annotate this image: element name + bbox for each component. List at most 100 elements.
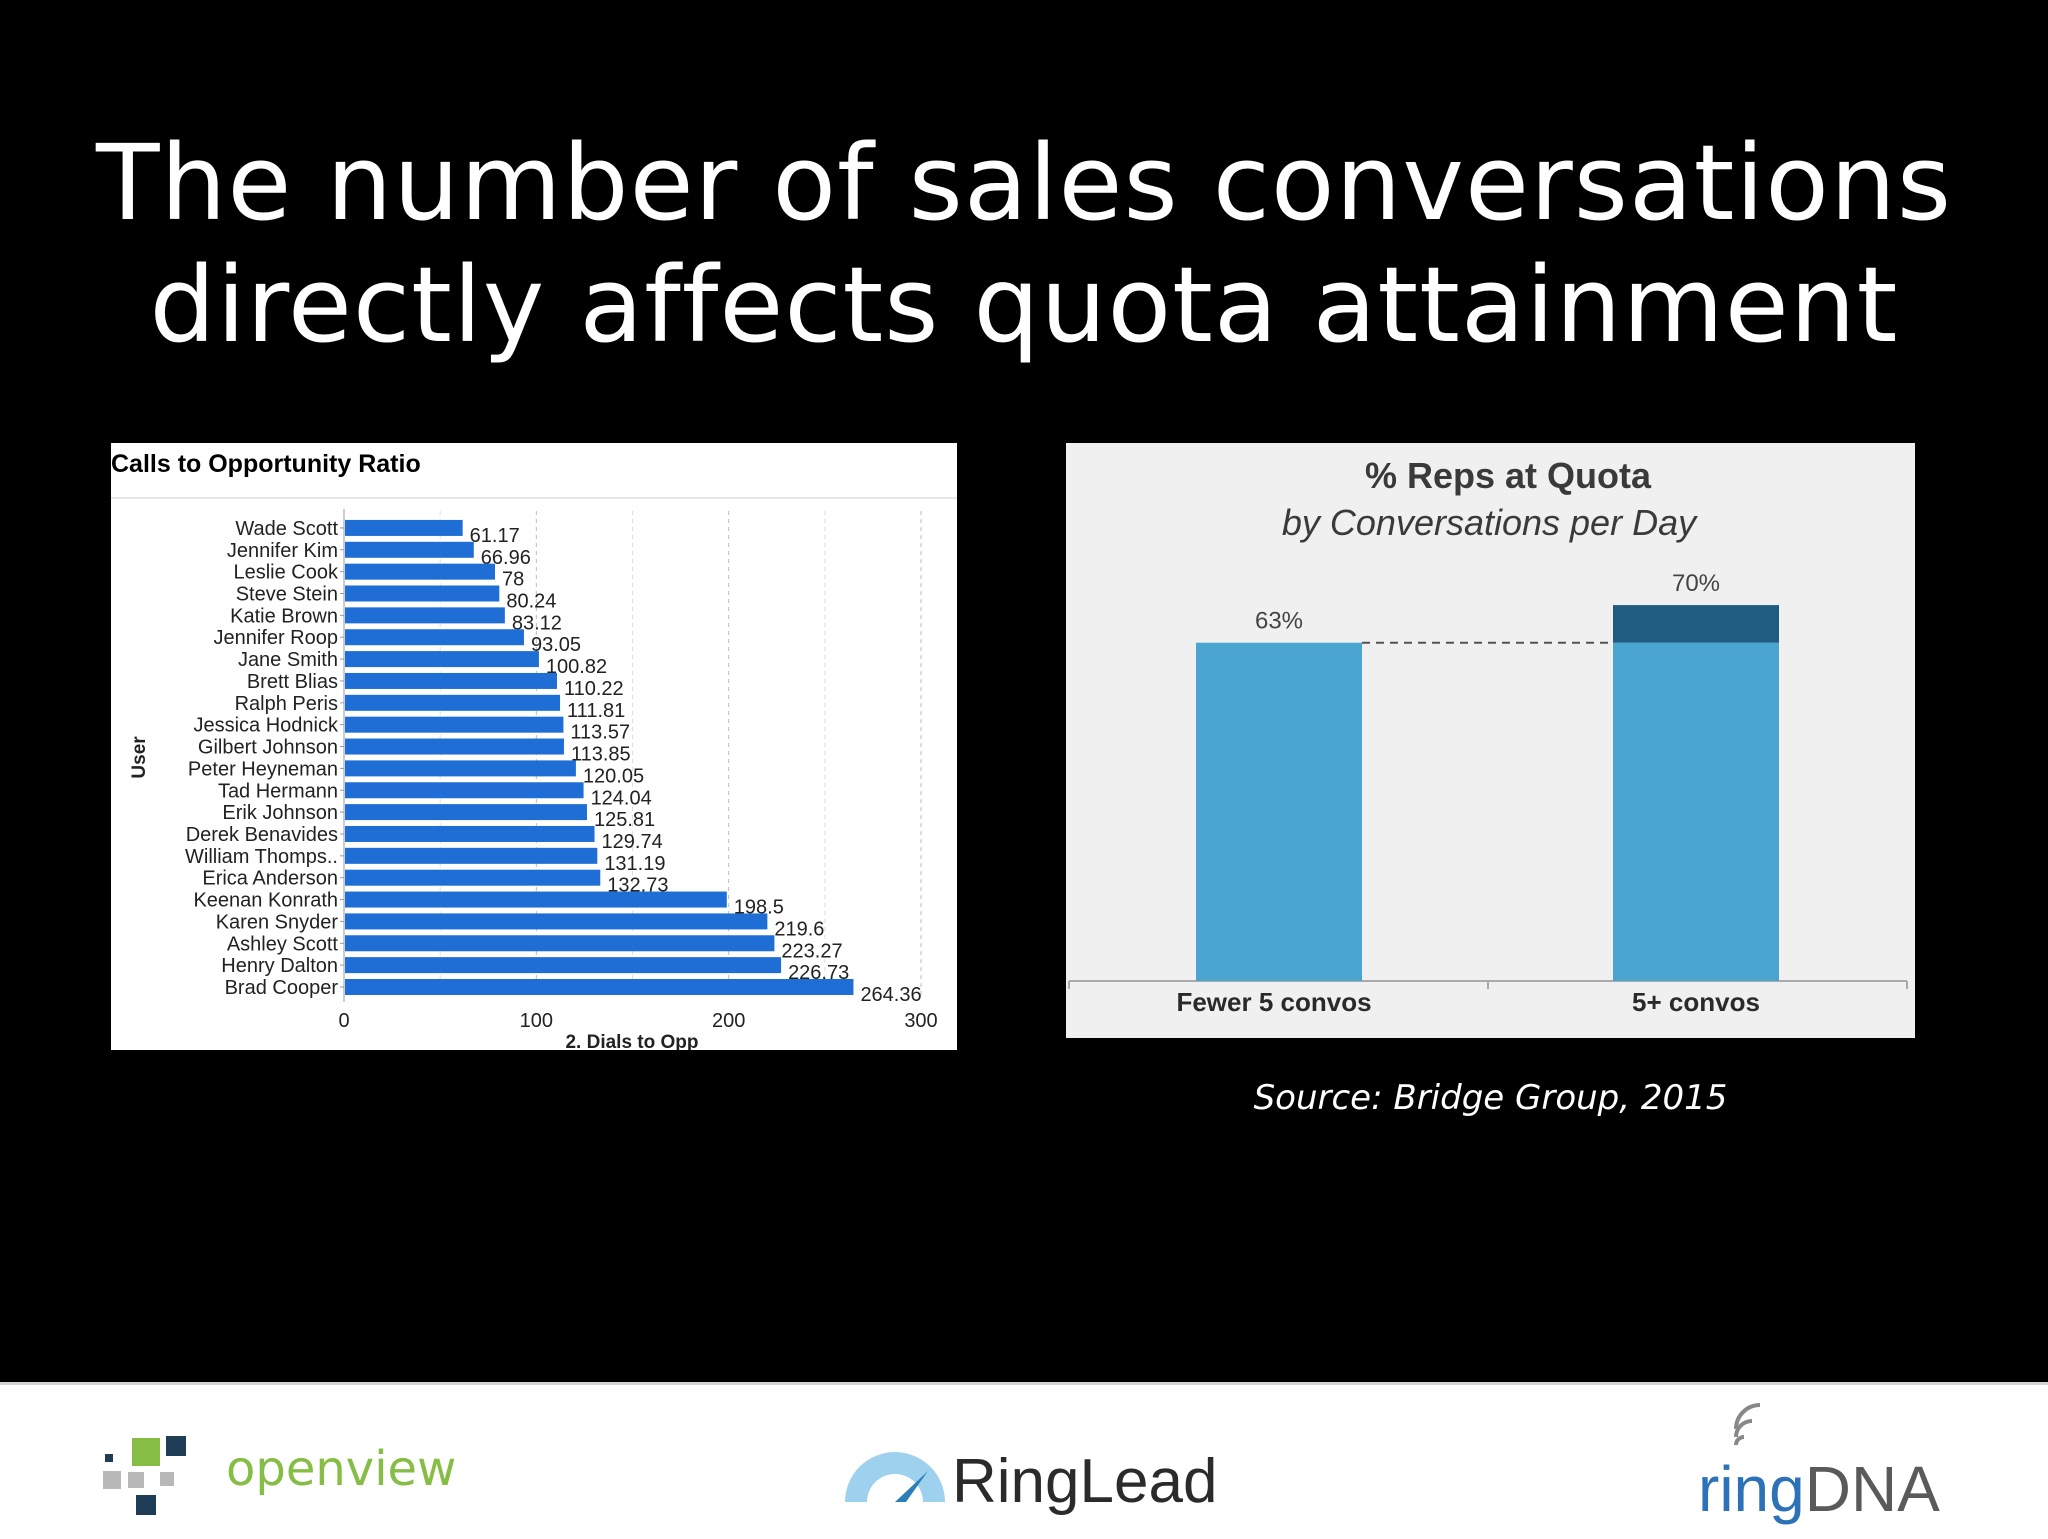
category-label: Jennifer Kim <box>227 540 338 562</box>
data-label: 113.57 <box>570 722 630 744</box>
data-label: 111.81 <box>567 700 625 722</box>
data-label: 226.73 <box>788 962 849 984</box>
openview-logo-text: openview <box>226 1441 456 1497</box>
data-label: 100.82 <box>546 656 607 678</box>
data-label: 131.19 <box>604 853 665 875</box>
reps-at-quota-svg: % Reps at Quota by Conversations per Day 6… <box>1068 455 1908 1017</box>
source-note: Source: Bridge Group, 2015 <box>1253 1078 1728 1118</box>
bar <box>345 585 500 602</box>
category-label: Gilbert Johnson <box>198 737 338 759</box>
bar <box>345 607 505 624</box>
bar <box>345 760 576 777</box>
slide-title: The number of sales conversations direct… <box>0 122 2048 366</box>
bar <box>345 694 561 711</box>
bar <box>345 825 595 842</box>
category-label: Erica Anderson <box>202 868 338 890</box>
bar <box>345 869 601 886</box>
bar <box>345 935 775 952</box>
category-label: Keenan Konrath <box>193 890 338 912</box>
x-tick-label: 0 <box>338 1010 349 1032</box>
bar <box>1196 642 1362 981</box>
ringdna-logo-ring: ring <box>1698 1453 1805 1525</box>
calls-to-opportunity-svg: Calls to Opportunity Ratio Wade Scott 61.1… <box>111 450 957 1050</box>
ringlead-gauge-needle <box>895 1471 928 1502</box>
ringlead-logo-text: RingLead <box>952 1447 1217 1516</box>
openview-logo-square <box>136 1495 156 1515</box>
category-label: Tad Hermann <box>218 780 338 802</box>
bar <box>345 716 564 733</box>
bar <box>345 563 496 580</box>
calls-to-opportunity-chart: Calls to Opportunity Ratio Wade Scott 61.1… <box>111 443 957 1050</box>
bar <box>345 847 598 864</box>
data-label: 223.27 <box>781 940 842 962</box>
y-axis-label: User <box>129 736 150 779</box>
category-label: Brett Blias <box>247 671 338 693</box>
bar <box>1613 642 1779 981</box>
chart-subtitle: by Conversations per Day <box>1282 502 1698 543</box>
openview-logo-square <box>128 1472 144 1488</box>
ringlead-logo-graphic: RingLead <box>845 1447 1217 1516</box>
openview-logo: openview <box>100 1385 480 1539</box>
data-label: 198.5 <box>734 897 784 919</box>
category-label: Jennifer Roop <box>213 627 338 649</box>
data-label: 70% <box>1672 570 1720 597</box>
data-label: 93.05 <box>531 634 581 656</box>
ringdna-logo-graphic: ringDNA <box>1698 1403 1940 1525</box>
category-label: Derek Benavides <box>186 824 338 846</box>
category-label: Steve Stein <box>236 584 338 606</box>
openview-logo-square <box>103 1471 121 1489</box>
bar <box>345 804 587 821</box>
category-label: Fewer 5 convos <box>1176 987 1371 1017</box>
bar <box>345 672 557 689</box>
data-label: 113.85 <box>571 744 631 766</box>
footer-logo-bar: openview RingLead ringDNA <box>0 1382 2048 1539</box>
ringdna-logo-dna: DNA <box>1805 1453 1940 1525</box>
x-axis-label: 2. Dials to Opp <box>565 1032 698 1050</box>
ringdna-logo-text: ringDNA <box>1698 1453 1940 1525</box>
category-label: Ralph Peris <box>235 693 338 715</box>
reps-at-quota-chart: % Reps at Quota by Conversations per Day 6… <box>1066 443 1915 1038</box>
category-label: Brad Cooper <box>225 977 339 999</box>
openview-logo-square <box>160 1472 174 1486</box>
data-label: 129.74 <box>602 831 663 853</box>
bar <box>345 651 539 668</box>
category-label: Wade Scott <box>235 518 338 540</box>
ringlead-logo: RingLead <box>840 1385 1220 1539</box>
bar <box>345 978 854 995</box>
data-label: 61.17 <box>470 525 520 547</box>
category-label: Karen Snyder <box>216 911 339 933</box>
category-label: Erik Johnson <box>222 802 338 824</box>
category-label: Leslie Cook <box>233 562 339 584</box>
bar <box>345 738 564 755</box>
category-label: Jane Smith <box>238 649 338 671</box>
openview-logo-square <box>132 1438 160 1466</box>
bar <box>345 913 768 930</box>
category-label: Katie Brown <box>230 605 338 627</box>
bar <box>345 541 474 558</box>
data-label: 83.12 <box>512 612 562 634</box>
data-label: 125.81 <box>594 809 655 831</box>
slide-title-line-2: directly affects quota attainment <box>149 243 1899 366</box>
openview-logo-square <box>166 1436 186 1456</box>
data-label: 63% <box>1255 608 1303 635</box>
bar <box>345 782 584 799</box>
openview-logo-graphic: openview <box>103 1436 456 1515</box>
data-label: 264.36 <box>860 984 921 1006</box>
bar <box>345 519 463 536</box>
bar <box>345 891 727 908</box>
bar <box>345 629 524 646</box>
bar-increment <box>1613 605 1779 643</box>
signal-icon <box>1734 1403 1761 1446</box>
data-label: 80.24 <box>506 591 556 613</box>
openview-logo-square <box>105 1454 113 1462</box>
ringdna-logo: ringDNA <box>1690 1385 1970 1539</box>
x-tick-label: 300 <box>904 1010 937 1032</box>
category-label: 5+ convos <box>1632 987 1760 1017</box>
data-label: 110.22 <box>564 678 624 700</box>
category-label: Ashley Scott <box>227 933 339 955</box>
data-label: 78 <box>502 569 524 591</box>
data-label: 120.05 <box>583 765 644 787</box>
chart-title: % Reps at Quota <box>1365 455 1652 496</box>
category-label: Peter Heyneman <box>188 758 338 780</box>
data-label: 66.96 <box>481 547 531 569</box>
